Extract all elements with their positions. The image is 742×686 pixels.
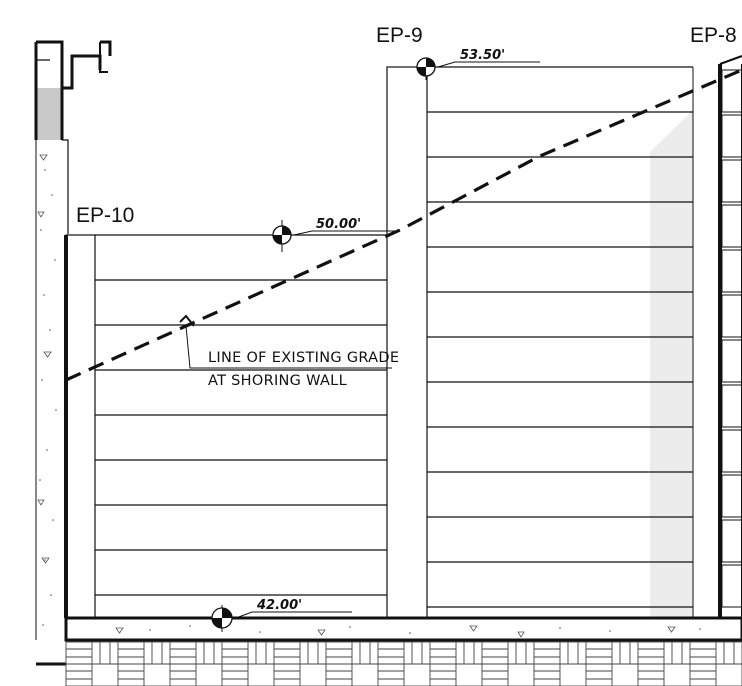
elevation-marker-icon	[270, 220, 396, 252]
footing-slab	[64, 616, 742, 642]
paver-pattern	[65, 641, 742, 686]
elevation-marker-icon	[208, 605, 352, 632]
grade-note-line1: LINE OF EXISTING GRADE	[208, 350, 399, 366]
lagging-boards-right	[427, 111, 693, 608]
left-concrete-wall	[35, 140, 57, 640]
soldier-pile-ep8	[718, 55, 742, 620]
grade-note-leader	[185, 325, 392, 369]
ep9-label: EP-9	[376, 24, 423, 47]
ep8-label: EP-8	[690, 24, 737, 47]
elevation-50-00-label: 50.00'	[316, 217, 361, 232]
elevation-42-00-label: 42.00'	[256, 598, 302, 613]
elevation-53-50-label: 53.50'	[460, 48, 505, 63]
shaded-soil-area	[650, 110, 693, 618]
existing-grade-line	[65, 68, 742, 382]
grade-note-line2: AT SHORING WALL	[208, 373, 347, 389]
ep10-label: EP-10	[76, 204, 134, 227]
lagging-boards-left	[95, 279, 387, 596]
elevation-marker-icon	[414, 57, 540, 80]
soldier-pile-ep9	[386, 66, 428, 619]
soldier-pile-ep10	[64, 234, 96, 619]
existing-building-profile	[34, 40, 112, 234]
